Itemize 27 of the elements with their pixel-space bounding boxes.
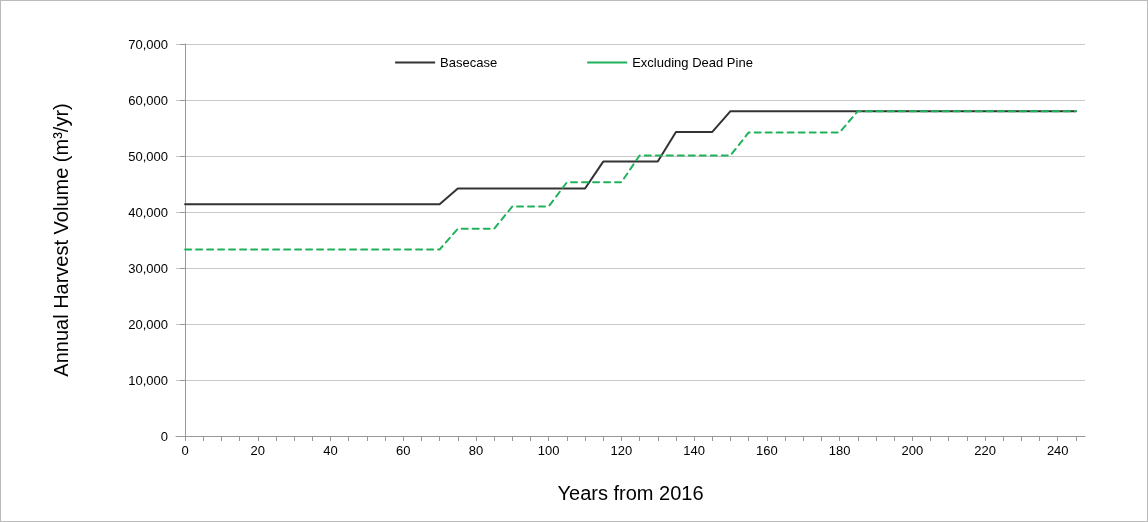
- y-tick-label: 10,000: [128, 372, 168, 388]
- y-tick-label: 20,000: [128, 316, 168, 332]
- y-tick-label: 0: [160, 428, 168, 444]
- y-tick-label: 60,000: [128, 92, 168, 108]
- x-tick-label: 120: [610, 443, 633, 458]
- x-tick-label: 100: [537, 443, 560, 458]
- line-series: [184, 110, 1077, 206]
- x-tick-label: 60: [396, 443, 411, 458]
- x-tick-label: 160: [756, 443, 778, 458]
- y-tick-label: 70,000: [128, 36, 168, 52]
- legend-label: Basecase: [440, 55, 498, 70]
- y-tick-label: 30,000: [128, 260, 168, 276]
- line-series: [184, 110, 1077, 251]
- x-tick-label: 20: [250, 443, 266, 458]
- y-tick-label: 50,000: [128, 148, 168, 164]
- y-tick-label: 40,000: [128, 204, 168, 220]
- legend-label: Excluding Dead Pine: [632, 55, 753, 70]
- x-tick-label: 220: [974, 443, 996, 458]
- y-axis-title: Annual Harvest Volume (m³/yr): [50, 103, 72, 377]
- x-tick-label: 180: [828, 443, 851, 458]
- x-tick-label: 80: [468, 443, 484, 458]
- x-axis-title: Years from 2016: [557, 482, 704, 504]
- x-tick-label: 240: [1046, 443, 1069, 458]
- x-tick-label: 40: [323, 443, 338, 458]
- x-tick-label: 0: [181, 443, 189, 458]
- x-tick-label: 140: [683, 443, 705, 458]
- x-tick-label: 200: [901, 443, 924, 458]
